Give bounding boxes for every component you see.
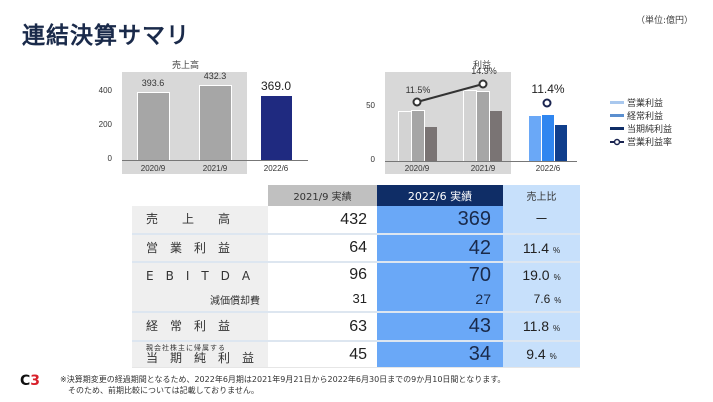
line-marker-icon xyxy=(610,138,624,145)
page-title: 連結決算サマリ xyxy=(22,23,190,49)
swatch-icon xyxy=(610,127,624,130)
bar-net-2021 xyxy=(490,111,502,161)
x-label-2020: 2020/9 xyxy=(404,164,430,173)
table-row-ordinary-profit: 経 常 利 益 63 43 11.8% xyxy=(132,313,580,340)
profit-chart-title: 利益 xyxy=(473,61,492,71)
y-tick-0: 0 xyxy=(370,155,375,164)
bar-op-2022 xyxy=(529,116,541,161)
margin-label-2020: 11.5% xyxy=(405,85,431,95)
y-tick-50: 50 xyxy=(366,101,375,110)
depreciation-label: 減価償却費 xyxy=(210,296,260,307)
x-axis xyxy=(385,161,577,162)
margin-label-2022: 11.4% xyxy=(531,82,565,96)
bar-net-2020 xyxy=(425,127,437,161)
swatch-icon xyxy=(610,101,624,104)
y-tick-400: 400 xyxy=(98,86,112,95)
bar-net-2022 xyxy=(555,125,567,161)
legend-item-ordinary-profit: 経常利益 xyxy=(610,109,672,122)
row-divider xyxy=(132,367,580,368)
y-tick-200: 200 xyxy=(98,120,112,129)
table-row-net-profit: 親会社株主に帰属する 当 期 純 利 益 45 34 9.4% xyxy=(132,342,580,367)
bar-sales-2020 xyxy=(137,92,170,161)
y-tick-0: 0 xyxy=(107,154,112,163)
bar-sales-2021 xyxy=(199,85,232,161)
header-curr: 2022/6 実績 xyxy=(377,185,503,206)
row-divider xyxy=(132,261,580,263)
row-divider xyxy=(132,311,580,313)
value-label-2022: 369.0 xyxy=(260,79,292,93)
x-label-2022: 2022/6 xyxy=(535,164,561,173)
bar-ord-2022 xyxy=(542,115,554,161)
table-row-sales: 売 上 高 432 369 － xyxy=(132,206,580,233)
value-label-2020: 393.6 xyxy=(141,78,165,88)
header-ratio: 売上比 xyxy=(503,185,580,206)
legend-item-operating-profit: 営業利益 xyxy=(610,96,672,109)
company-logo: C3 xyxy=(20,373,41,389)
legend-item-net-profit: 当期純利益 xyxy=(610,122,672,135)
table-row-operating-profit: 営 業 利 益 64 42 11.4% xyxy=(132,235,580,261)
row-divider xyxy=(132,340,580,342)
sales-chart-title: 売上高 xyxy=(172,61,200,71)
chart-legend: 営業利益 経常利益 当期純利益 営業利益率 xyxy=(610,96,672,148)
header-prev: 2021/9 実績 xyxy=(268,185,377,206)
margin-line xyxy=(412,79,552,108)
footnote: ※決算期変更の経過期間となるため、2022年6月期は2021年9月21日から20… xyxy=(60,375,506,395)
x-label-2021: 2021/9 xyxy=(470,164,496,173)
legend-item-margin: 営業利益率 xyxy=(610,135,672,148)
bar-ord-2021 xyxy=(476,91,490,162)
x-label-2022: 2022/6 xyxy=(263,164,289,173)
bar-ord-2020 xyxy=(411,110,425,162)
x-axis xyxy=(122,160,308,161)
row-divider xyxy=(132,233,580,235)
bar-sales-2022 xyxy=(261,96,292,160)
margin-label-2021: 14.9% xyxy=(471,66,497,76)
table-row-ebitda: E B I T D A 減価償却費 96 31 70 27 19.0% 7.6% xyxy=(132,263,580,311)
value-label-2021: 432.3 xyxy=(203,71,227,81)
x-label-2021: 2021/9 xyxy=(202,164,228,173)
unit-label: （単位:億円） xyxy=(635,16,693,26)
swatch-icon xyxy=(610,114,624,117)
x-label-2020: 2020/9 xyxy=(140,164,166,173)
